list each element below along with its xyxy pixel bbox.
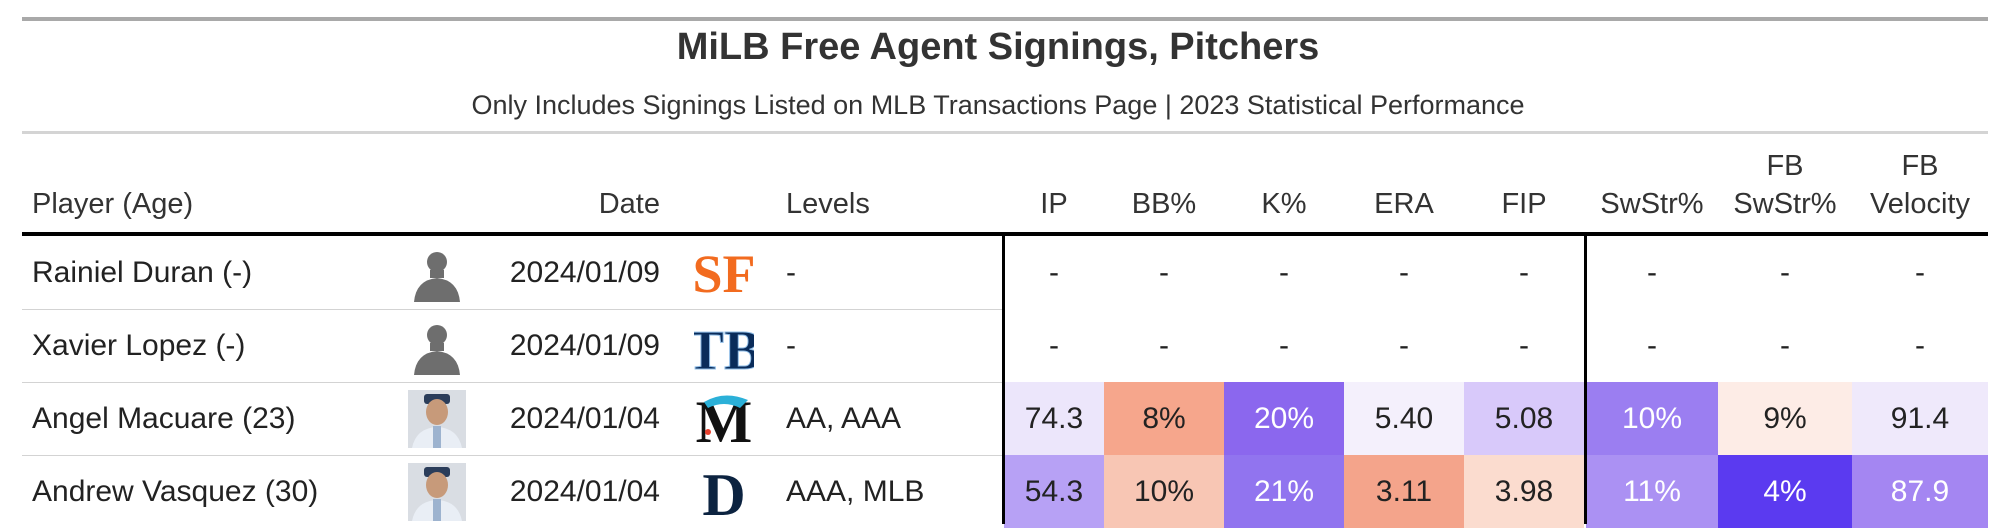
stat-ip: - bbox=[1004, 236, 1104, 309]
table-title: MiLB Free Agent Signings, Pitchers bbox=[676, 26, 1320, 68]
stat-k: - bbox=[1224, 236, 1344, 309]
stat-swstr: - bbox=[1586, 309, 1718, 382]
stat-era: - bbox=[1344, 236, 1464, 309]
stats-right-divider bbox=[1584, 232, 1587, 524]
stat-bb: 8% bbox=[1104, 382, 1224, 455]
col-header-levels[interactable]: Levels bbox=[786, 188, 870, 220]
stat-ip: 74.3 bbox=[1004, 382, 1104, 455]
header-rule bbox=[22, 131, 1988, 134]
stat-era: 5.40 bbox=[1344, 382, 1464, 455]
col-header-k[interactable]: K% bbox=[1261, 188, 1307, 220]
giants-sf-logo: SF bbox=[692, 242, 755, 304]
levels: AA, AAA bbox=[786, 402, 902, 435]
stat-era: - bbox=[1344, 309, 1464, 382]
header-bottom-rule bbox=[22, 232, 1988, 236]
stat-fip: 5.08 bbox=[1464, 382, 1584, 455]
table-row: Angel Macuare (23) 2024/01/04 M AA, AAA 74.3… bbox=[22, 382, 1988, 455]
col-header-era[interactable]: ERA bbox=[1374, 188, 1434, 220]
stat-swstr: 11% bbox=[1586, 455, 1718, 528]
svg-text:SF: SF bbox=[694, 244, 754, 304]
stat-fip: 3.98 bbox=[1464, 455, 1584, 528]
stat-bb: - bbox=[1104, 309, 1224, 382]
col-header-fbswstr-top[interactable]: FB bbox=[1766, 150, 1804, 182]
col-header-bb[interactable]: BB% bbox=[1131, 188, 1197, 220]
headshot-photo bbox=[408, 463, 466, 521]
top-rule bbox=[22, 17, 1988, 21]
headshot-photo bbox=[408, 390, 466, 448]
signing-date: 2024/01/04 bbox=[509, 402, 660, 435]
stat-swstr: - bbox=[1586, 236, 1718, 309]
signing-date: 2024/01/04 bbox=[509, 475, 660, 508]
col-header-fbvelo-bottom[interactable]: Velocity bbox=[1870, 188, 1970, 220]
signing-date: 2024/01/09 bbox=[509, 256, 660, 289]
signing-date: 2024/01/09 bbox=[509, 329, 660, 362]
col-header-swstr[interactable]: SwStr% bbox=[1600, 188, 1704, 220]
player-name: Rainiel Duran (-) bbox=[32, 256, 253, 289]
marlins-m-logo: M bbox=[694, 388, 754, 455]
table-row: Xavier Lopez (-) 2024/01/09 TB - - - - - - - - - bbox=[22, 309, 1988, 383]
stat-fbvelo: - bbox=[1852, 236, 1988, 309]
table-row: Andrew Vasquez (30) 2024/01/04 D AAA, MLB 54… bbox=[22, 455, 1988, 528]
rays-tb-logo: TB bbox=[686, 315, 762, 383]
stat-fbswstr: - bbox=[1718, 236, 1852, 309]
stat-era: 3.11 bbox=[1344, 455, 1464, 528]
player-name: Xavier Lopez (-) bbox=[32, 329, 246, 362]
levels: - bbox=[786, 256, 796, 289]
stat-k: - bbox=[1224, 309, 1344, 382]
stat-fbswstr: 9% bbox=[1718, 382, 1852, 455]
player-name: Angel Macuare (23) bbox=[32, 402, 296, 435]
stat-fip: - bbox=[1464, 236, 1584, 309]
stat-bb: 10% bbox=[1104, 455, 1224, 528]
stat-fbvelo: 91.4 bbox=[1852, 382, 1988, 455]
tigers-d-logo: D bbox=[694, 461, 754, 528]
col-header-player[interactable]: Player (Age) bbox=[32, 188, 194, 220]
stat-k: 21% bbox=[1224, 455, 1344, 528]
col-header-ip[interactable]: IP bbox=[1040, 188, 1068, 220]
stat-ip: 54.3 bbox=[1004, 455, 1104, 528]
col-header-fbswstr-bottom[interactable]: SwStr% bbox=[1733, 188, 1837, 220]
headshot-silhouette-icon bbox=[408, 244, 466, 302]
levels: - bbox=[786, 329, 796, 362]
player-name: Andrew Vasquez (30) bbox=[32, 475, 319, 508]
stat-fip: - bbox=[1464, 309, 1584, 382]
stat-fbvelo: - bbox=[1852, 309, 1988, 382]
stat-swstr: 10% bbox=[1586, 382, 1718, 455]
col-header-date[interactable]: Date bbox=[598, 188, 660, 220]
levels: AAA, MLB bbox=[786, 475, 925, 508]
stats-left-divider bbox=[1002, 232, 1005, 524]
table-subtitle: Only Includes Signings Listed on MLB Tra… bbox=[471, 90, 1525, 120]
table-row: Rainiel Duran (-) 2024/01/09 SF - - - - - - - - - bbox=[22, 236, 1988, 309]
stat-k: 20% bbox=[1224, 382, 1344, 455]
svg-text:D: D bbox=[702, 462, 745, 523]
col-header-fip[interactable]: FIP bbox=[1501, 188, 1547, 220]
stat-fbswstr: - bbox=[1718, 309, 1852, 382]
stat-fbswstr: 4% bbox=[1718, 455, 1852, 528]
svg-text:TB: TB bbox=[694, 320, 754, 377]
stat-fbvelo: 87.9 bbox=[1852, 455, 1988, 528]
stat-ip: - bbox=[1004, 309, 1104, 382]
headshot-silhouette-icon bbox=[408, 317, 466, 375]
col-header-fbvelo-top[interactable]: FB bbox=[1901, 150, 1939, 182]
stat-bb: - bbox=[1104, 236, 1224, 309]
